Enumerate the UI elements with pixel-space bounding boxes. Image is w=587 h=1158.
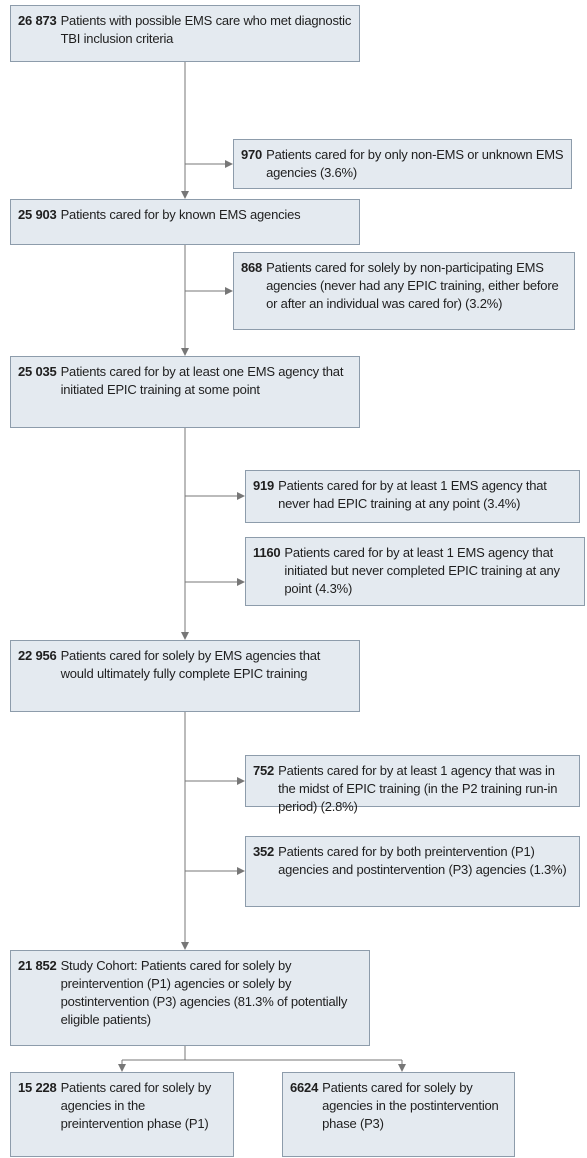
patient-count: 15 228 xyxy=(18,1080,57,1095)
patient-count: 752 xyxy=(253,763,275,778)
patient-count: 1160 xyxy=(253,545,281,560)
flow-box: 21 852 Study Cohort: Patients cared for s… xyxy=(10,950,370,1046)
flow-box: 22 956 Patients cared for solely by EMS a… xyxy=(10,640,360,712)
box-text: Patients cared for by at least one EMS a… xyxy=(60,364,344,397)
flow-box: 752 Patients cared for by at least 1 agen… xyxy=(245,755,580,814)
box-text: Patients cared for solely by non-partici… xyxy=(266,260,559,311)
patient-count: 25 035 xyxy=(18,364,57,379)
patient-count: 970 xyxy=(241,147,263,162)
patient-count: 919 xyxy=(253,478,275,493)
patient-count: 21 852 xyxy=(18,958,57,973)
patient-count: 868 xyxy=(241,260,263,275)
flow-box: 25 035 Patients cared for by at least one… xyxy=(10,356,360,428)
flow-box: 352 Patients cared for by both preinterve… xyxy=(245,836,580,907)
flow-box: 15 228 Patients cared for solely by agenc… xyxy=(10,1072,234,1157)
flow-box: 1160 Patients cared for by at least 1 EMS… xyxy=(245,537,585,606)
box-text: Patients cared for solely by agencies in… xyxy=(322,1080,499,1131)
patient-count: 352 xyxy=(253,844,275,859)
flow-box: 25 903 Patients cared for by known EMS ag… xyxy=(10,199,360,245)
flow-box: 970 Patients cared for by only non-EMS or… xyxy=(233,139,572,189)
box-text: Patients cared for by both preinterventi… xyxy=(278,844,567,877)
flow-box: 919 Patients cared for by at least 1 EMS … xyxy=(245,470,580,523)
box-text: Patients cared for by only non-EMS or un… xyxy=(266,147,564,180)
patient-count: 22 956 xyxy=(18,648,57,663)
box-text: Patients with possible EMS care who met … xyxy=(60,13,352,46)
box-text: Patients cared for by known EMS agencies xyxy=(60,207,301,222)
flow-box: 26 873 Patients with possible EMS care wh… xyxy=(10,5,360,62)
box-text: Patients cared for by at least 1 EMS age… xyxy=(284,545,560,596)
box-text: Patients cared for solely by agencies in… xyxy=(60,1080,212,1131)
patient-count: 26 873 xyxy=(18,13,57,28)
flow-box: 6624 Patients cared for solely by agencie… xyxy=(282,1072,515,1157)
box-text: Patients cared for solely by EMS agencie… xyxy=(60,648,321,681)
box-text: Patients cared for by at least 1 EMS age… xyxy=(278,478,547,511)
box-text: Patients cared for by at least 1 agency … xyxy=(278,763,558,814)
patient-count: 6624 xyxy=(290,1080,319,1095)
patient-count: 25 903 xyxy=(18,207,57,222)
box-text: Study Cohort: Patients cared for solely … xyxy=(60,958,348,1027)
flow-box: 868 Patients cared for solely by non-part… xyxy=(233,252,575,330)
